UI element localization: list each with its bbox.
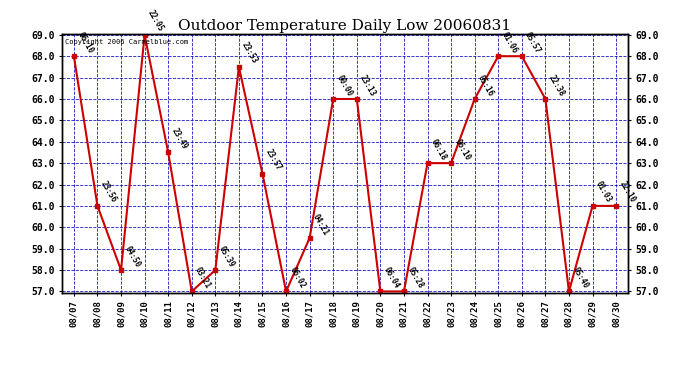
Text: 03:21: 03:21 bbox=[193, 266, 213, 290]
Text: 06:10: 06:10 bbox=[75, 30, 95, 55]
Text: 22:10: 22:10 bbox=[618, 180, 637, 204]
Text: 05:28: 05:28 bbox=[405, 266, 424, 290]
Text: 04:50: 04:50 bbox=[122, 244, 141, 268]
Text: 01:06: 01:06 bbox=[500, 30, 519, 55]
Text: 04:21: 04:21 bbox=[311, 212, 331, 237]
Title: Outdoor Temperature Daily Low 20060831: Outdoor Temperature Daily Low 20060831 bbox=[179, 19, 511, 33]
Text: 23:56: 23:56 bbox=[99, 180, 118, 204]
Text: 06:04: 06:04 bbox=[382, 266, 401, 290]
Text: 05:57: 05:57 bbox=[523, 30, 542, 55]
Text: Copyright 2006 Carmelblue.com: Copyright 2006 Carmelblue.com bbox=[65, 39, 188, 45]
Text: 06:18: 06:18 bbox=[429, 137, 448, 162]
Text: 06:10: 06:10 bbox=[453, 137, 472, 162]
Text: 23:57: 23:57 bbox=[264, 148, 283, 172]
Text: 23:49: 23:49 bbox=[170, 126, 189, 151]
Text: 05:16: 05:16 bbox=[476, 73, 495, 98]
Text: 05:39: 05:39 bbox=[217, 244, 236, 268]
Text: 01:03: 01:03 bbox=[594, 180, 613, 204]
Text: 22:05: 22:05 bbox=[146, 9, 166, 33]
Text: 23:13: 23:13 bbox=[358, 73, 377, 98]
Text: 00:00: 00:00 bbox=[335, 73, 354, 98]
Text: 23:53: 23:53 bbox=[240, 41, 259, 66]
Text: 05:40: 05:40 bbox=[571, 266, 590, 290]
Text: 06:02: 06:02 bbox=[288, 266, 307, 290]
Text: 22:38: 22:38 bbox=[546, 73, 566, 98]
